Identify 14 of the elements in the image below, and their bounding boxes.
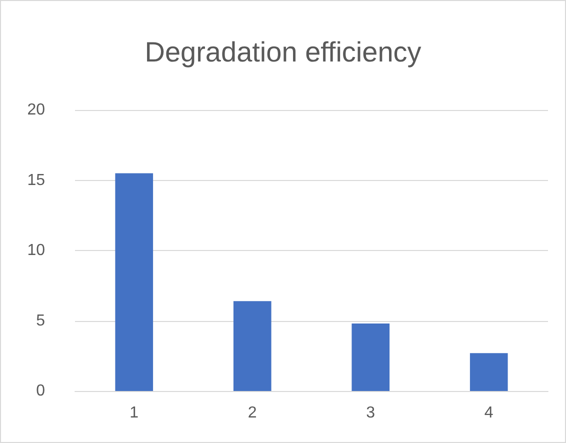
bar — [470, 353, 508, 391]
x-tick-label: 2 — [248, 404, 257, 422]
y-tick-label: 5 — [36, 312, 46, 330]
bar — [115, 173, 154, 391]
y-tick-label: 0 — [36, 382, 46, 400]
x-tick-label: 4 — [484, 404, 494, 422]
bar — [233, 301, 272, 391]
y-tick-label: 20 — [27, 102, 46, 118]
chart-title: Degradation efficiency — [144, 36, 422, 68]
x-tick-label: 1 — [130, 404, 139, 422]
x-tick-label: 3 — [366, 404, 376, 422]
y-tick-label: 15 — [27, 172, 46, 189]
y-tick-label: 10 — [27, 242, 46, 259]
bar — [352, 324, 390, 391]
